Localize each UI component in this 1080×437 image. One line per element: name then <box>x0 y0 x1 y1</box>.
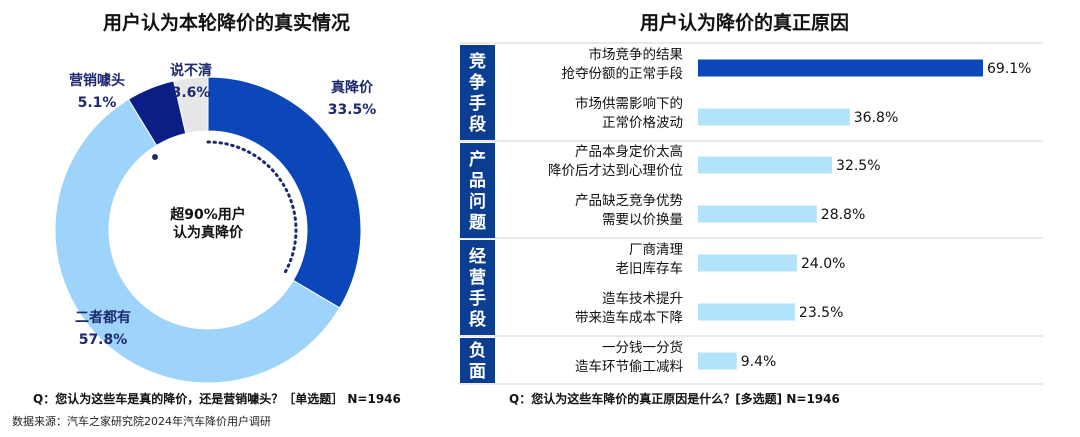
group-label-2: 经营手段 <box>469 246 486 330</box>
donut-label-value-1: 57.8% <box>79 332 128 348</box>
bar-category-label-0: 市场竞争的结果抢夺份额的正常手段 <box>562 46 684 82</box>
bar-1 <box>698 108 850 126</box>
donut-label-name-0: 真降价 <box>331 79 374 96</box>
donut-label-value-3: 3.6% <box>172 85 211 101</box>
bar-value-label-0: 69.1% <box>987 61 1031 77</box>
donut-label-name-1: 二者都有 <box>75 309 131 326</box>
bar-value-label-4: 24.0% <box>801 256 845 272</box>
bar-value-label-6: 9.4% <box>741 354 777 370</box>
donut-label-name-3: 说不清 <box>170 62 212 79</box>
bar-category-label-2: 产品本身定价太高降价后才达到心理价位 <box>548 143 683 179</box>
group-label-3: 负面 <box>469 340 486 382</box>
donut-chart-title: 用户认为本轮降价的真实情况 <box>103 12 351 34</box>
bar-5 <box>698 303 795 321</box>
bar-value-label-1: 36.8% <box>854 110 898 126</box>
group-box-1 <box>460 143 495 238</box>
donut-slice-1 <box>54 98 341 384</box>
group-box-3 <box>460 338 495 383</box>
donut-label-value-2: 5.1% <box>78 95 117 111</box>
bar-value-label-5: 23.5% <box>799 305 843 321</box>
donut-label-value-0: 33.5% <box>328 102 377 118</box>
donut-label-name-2: 营销噱头 <box>69 72 125 89</box>
bar-chart-title: 用户认为降价的真正原因 <box>640 12 850 34</box>
bar-category-label-6: 一分钱一分货造车环节偷工减料 <box>575 339 683 375</box>
donut-slice-3 <box>173 76 209 135</box>
bar-category-label-3: 产品缺乏竞争优势需要以价换量 <box>575 192 683 228</box>
bar-4 <box>698 254 797 272</box>
group-label-0: 竞争手段 <box>469 51 486 135</box>
bar-category-label-5: 造车技术提升带来造车成本下降 <box>575 290 683 326</box>
group-label-1: 产品问题 <box>469 149 487 233</box>
bar-value-label-2: 32.5% <box>836 158 880 174</box>
bar-question-note: Q：您认为这些车降价的真正原因是什么？[多选题] N=1946 <box>509 392 840 406</box>
donut-slice-0 <box>207 76 362 309</box>
donut-center-line-0: 超90%用户 <box>169 206 246 223</box>
bar-3 <box>698 205 817 223</box>
bar-2 <box>698 156 833 174</box>
bar-6 <box>698 352 737 370</box>
highlight-dotted-arc <box>206 140 298 277</box>
bar-category-label-4: 厂商清理老旧库存车 <box>616 242 684 277</box>
data-source-note: 数据来源：汽车之家研究院2024年汽车降价用户调研 <box>12 415 271 428</box>
bar-value-label-3: 28.8% <box>821 207 865 223</box>
group-box-0 <box>460 45 495 140</box>
bar-0 <box>698 59 983 77</box>
bar-category-label-1: 市场供需影响下的正常价格波动 <box>575 95 683 131</box>
donut-question-note: Q：您认为这些车是真的降价，还是营销噱头？［单选题］ N=1946 <box>33 392 401 406</box>
donut-center-line-1: 认为真降价 <box>173 224 244 241</box>
group-box-2 <box>460 240 495 335</box>
highlight-dot <box>152 154 158 160</box>
